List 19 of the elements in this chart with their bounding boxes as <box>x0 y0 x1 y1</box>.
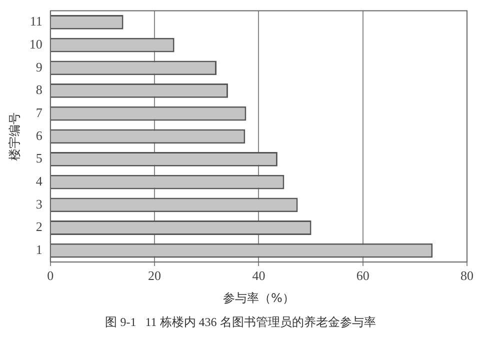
x-tick-label: 80 <box>460 268 474 284</box>
y-tick-label: 9 <box>36 59 42 74</box>
y-tick-label: 8 <box>36 82 42 98</box>
x-axis-title: 参与率（%） <box>222 290 294 305</box>
y-tick-label: 2 <box>36 219 42 234</box>
x-tick-label: 0 <box>47 268 54 284</box>
x-tick-label: 40 <box>252 268 266 284</box>
y-axis-title: 楼宇编号 <box>7 112 22 160</box>
y-tick-label: 10 <box>29 36 42 52</box>
y-tick-label: 6 <box>36 128 43 143</box>
y-tick-label: 7 <box>36 104 43 120</box>
y-tick-label: 4 <box>36 173 43 188</box>
x-tick-label: 60 <box>356 268 370 284</box>
x-tick-label: 20 <box>148 268 162 284</box>
caption: 图 9-1 11 栋楼内 436 名图书管理员的养老金参与率 <box>104 314 377 331</box>
y-tick-label: 11 <box>30 14 42 29</box>
y-tick-label: 1 <box>36 242 42 258</box>
y-tick-label: 5 <box>36 150 42 166</box>
y-tick-label: 3 <box>36 196 42 212</box>
